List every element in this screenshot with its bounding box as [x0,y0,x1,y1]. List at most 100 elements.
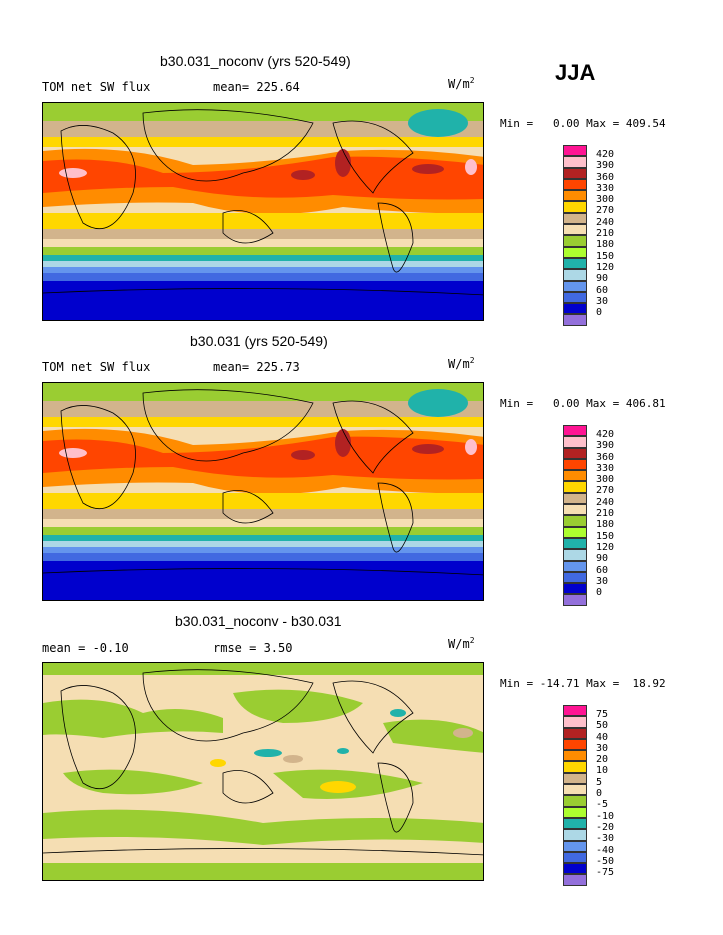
panel2-colorbar-tick-label: 90 [596,553,609,565]
panel3-colorbar-swatch [563,705,587,717]
panel1-colorbar-swatch [563,145,587,157]
panel1-colorbar-swatch [563,291,587,304]
panel2-colorbar-labels: 420 390 360 330 300 270 240 210 180 150 120 90 60 30 0 [596,429,614,598]
panel2-map [42,382,484,601]
panel1-colorbar-swatch [563,269,587,281]
panel2-colorbar [563,425,587,606]
panel3-colorbar-swatch [563,806,587,818]
panel3-colorbar-swatch [563,863,587,875]
panel2-units: W/m2 [448,356,475,371]
panel2-colorbar-swatch [563,571,587,584]
panel2-minmax: Min = 0.00 Max = 406.81 [500,397,666,410]
panel1-colorbar-tick-label: 270 [596,205,615,217]
panel3-colorbar-tick-label: -20 [596,821,615,833]
panel1-colorbar-tick-label: 210 [596,228,615,240]
panel1-colorbar-swatch [563,224,587,236]
panel2-colorbar-swatch [563,436,587,448]
panel2-colorbar-tick-label: 360 [596,451,615,463]
panel3-colorbar-swatch [563,851,587,864]
panel3-colorbar-swatch [563,750,587,762]
panel3-colorbar-swatch [563,727,587,739]
panel3-units: W/m2 [448,636,475,651]
panel2-colorbar-swatch [563,447,587,459]
panel1-map [42,102,484,321]
panel1-colorbar-swatch [563,280,587,292]
panel3-colorbar-tick-label: 30 [596,742,609,754]
panel3-colorbar [563,705,587,886]
panel3-colorbar-swatch [563,874,587,886]
panel1-units: W/m2 [448,76,475,91]
panel3-colorbar-tick-label: 5 [596,776,603,788]
panel1-colorbar-swatch [563,212,587,225]
panel3-colorbar-swatch [563,829,587,841]
panel3-colorbar-tick-label: -40 [596,844,615,856]
panel1-mean: mean= 225.64 [213,80,300,94]
panel3-colorbar-swatch [563,840,587,852]
panel2-colorbar-tick-label: 120 [596,541,615,553]
panel1-title: b30.031_noconv (yrs 520-549) [160,53,351,69]
panel3-rmse: rmse = 3.50 [213,641,293,655]
panel2-colorbar-swatch [563,560,587,572]
panel1-colorbar-tick-label: 30 [596,295,609,307]
panel1-colorbar-tick-label: 420 [596,149,615,160]
panel3-colorbar-swatch [563,738,587,751]
panel3-colorbar-tick-label: 10 [596,765,609,777]
panel1-colorbar-swatch [563,303,587,315]
panel3-colorbar-swatch [563,772,587,785]
panel2-map-svg [43,383,483,600]
panel1-colorbar-tick-label: 150 [596,250,615,262]
panel1-colorbar-tick-label: 240 [596,216,615,228]
panel3-colorbar-tick-label: 40 [596,731,609,743]
panel2-colorbar-tick-label: 240 [596,496,615,508]
panel2-colorbar-tick-label: 60 [596,564,609,576]
season-label: JJA [555,60,596,85]
panel2-colorbar-tick-label: 330 [596,462,615,474]
panel3-colorbar-labels: 75 50 40 30 20 10 5 0 -5 -10 -20 -30 -40 -50 -75 [596,709,614,878]
panel2-colorbar-tick-label: 420 [596,429,615,440]
panel1-colorbar [563,145,587,326]
panel1-colorbar-swatch [563,246,587,258]
panel2-colorbar-swatch [563,594,587,606]
panel2-colorbar-swatch [563,458,587,471]
panel1-colorbar-labels: 420 390 360 330 300 270 240 210 180 150 120 90 60 30 0 [596,149,614,318]
panel2-colorbar-swatch [563,470,587,482]
panel2-title: b30.031 (yrs 520-549) [190,333,328,349]
panel1-colorbar-swatch [563,156,587,168]
panel2-colorbar-swatch [563,515,587,527]
panel3-colorbar-tick-label: -10 [596,810,615,822]
panel2-mean: mean= 225.73 [213,360,300,374]
panel3-colorbar-tick-label: 50 [596,720,609,732]
panel1-colorbar-tick-label: 330 [596,182,615,194]
panel1-colorbar-swatch [563,257,587,270]
panel1-colorbar-tick-label: 180 [596,239,615,251]
panel2-colorbar-tick-label: 30 [596,575,609,587]
panel3-colorbar-tick-label: -30 [596,833,615,845]
panel1-colorbar-swatch [563,201,587,213]
panel3-colorbar-tick-label: 75 [596,709,609,720]
panel1-variable-label: TOM net SW flux [42,80,151,94]
panel1-minmax: Min = 0.00 Max = 409.54 [500,117,666,130]
panel1-colorbar-tick-label: 300 [596,194,615,206]
panel2-colorbar-swatch [563,481,587,493]
panel1-colorbar-swatch [563,178,587,191]
panel3-colorbar-swatch [563,761,587,773]
panel3-map-svg [43,663,483,880]
panel3-colorbar-tick-label: -5 [596,799,609,811]
panel3-colorbar-tick-label: -50 [596,855,615,867]
panel3-mean: mean = -0.10 [42,641,129,655]
panel2-colorbar-tick-label: 270 [596,485,615,497]
panel3-colorbar-tick-label: 0 [596,788,603,800]
panel3-colorbar-swatch [563,817,587,830]
panel1-colorbar-tick-label: 60 [596,284,609,296]
panel2-colorbar-swatch [563,504,587,516]
panel1-colorbar-tick-label: 120 [596,261,615,273]
panel2-colorbar-swatch [563,492,587,505]
panel2-colorbar-swatch [563,537,587,550]
panel3-colorbar-swatch [563,795,587,807]
panel2-colorbar-swatch [563,526,587,538]
panel1-colorbar-swatch [563,314,587,326]
panel3-map [42,662,484,881]
panel2-colorbar-swatch [563,425,587,437]
panel1-map-svg [43,103,483,320]
panel2-colorbar-tick-label: 180 [596,519,615,531]
